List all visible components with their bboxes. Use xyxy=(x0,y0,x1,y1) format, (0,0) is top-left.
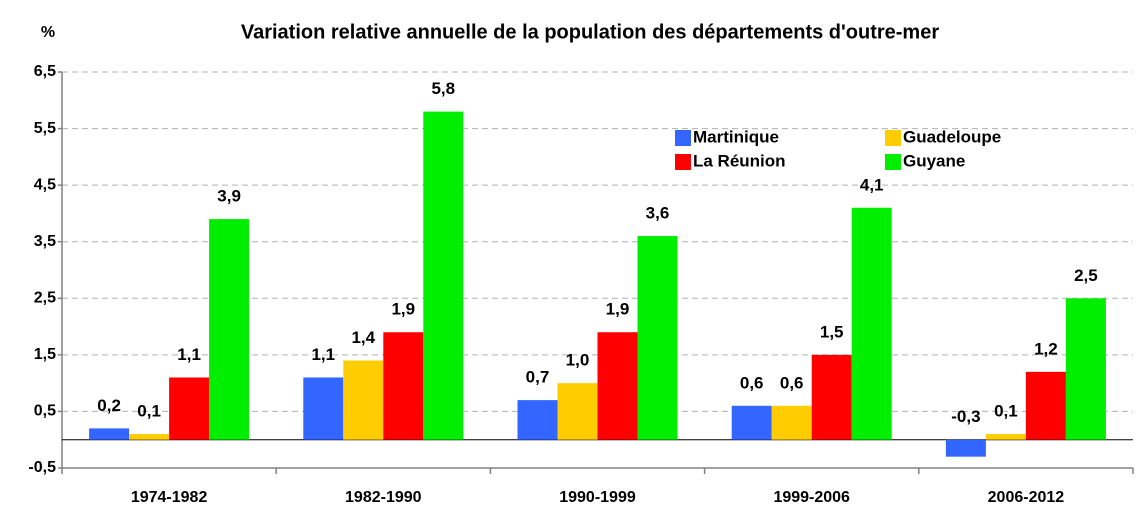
legend-label: Martinique xyxy=(693,127,779,146)
y-axis-label: % xyxy=(41,24,55,41)
legend-swatch xyxy=(675,130,691,146)
bar xyxy=(637,236,678,440)
y-tick-label: 1,5 xyxy=(34,346,56,363)
y-tick-label: 0,5 xyxy=(34,403,56,420)
x-tick-label: 1990-1999 xyxy=(559,489,636,506)
data-label: 2,5 xyxy=(1074,266,1098,285)
x-tick-label: 1982-1990 xyxy=(345,489,422,506)
data-label: 5,8 xyxy=(431,79,455,98)
data-label: 1,1 xyxy=(311,345,335,364)
legend-label: Guyane xyxy=(903,151,965,170)
data-label: 3,6 xyxy=(646,204,670,223)
data-label: -0,3 xyxy=(951,407,980,426)
bar xyxy=(129,434,170,440)
y-tick-label: 3,5 xyxy=(34,233,56,250)
data-label: 3,9 xyxy=(217,187,241,206)
legend-label: La Réunion xyxy=(693,151,786,170)
data-label: 1,2 xyxy=(1034,339,1058,358)
data-label: 0,1 xyxy=(994,402,1018,421)
bar xyxy=(343,360,384,440)
data-label: 1,1 xyxy=(177,345,201,364)
data-label: 0,6 xyxy=(740,373,764,392)
bar xyxy=(557,383,598,440)
bar xyxy=(383,332,424,440)
bar xyxy=(851,207,892,440)
y-tick-label: 6,5 xyxy=(34,63,56,80)
bar xyxy=(169,377,210,440)
chart-title: Variation relative annuelle de la popula… xyxy=(241,21,939,43)
legend-label: Guadeloupe xyxy=(903,127,1001,146)
y-tick-label: 2,5 xyxy=(34,290,56,307)
bar xyxy=(89,428,130,440)
x-tick-label: 1999-2006 xyxy=(773,489,850,506)
data-label: 0,7 xyxy=(526,368,550,387)
y-tick-label: 4,5 xyxy=(34,176,56,193)
bar xyxy=(771,405,812,440)
data-label: 0,6 xyxy=(780,373,804,392)
bar xyxy=(985,434,1026,440)
y-tick-label: 5,5 xyxy=(34,120,56,137)
x-tick-label: 1974-1982 xyxy=(131,489,208,506)
data-label: 1,5 xyxy=(820,322,844,341)
y-tick-label: -0,5 xyxy=(28,459,56,476)
bar xyxy=(517,400,558,440)
data-label: 1,0 xyxy=(566,351,590,370)
data-label: 1,9 xyxy=(606,300,630,319)
legend-swatch xyxy=(885,154,901,170)
bar xyxy=(597,332,638,440)
bar xyxy=(423,111,464,440)
data-label: 0,1 xyxy=(137,402,161,421)
bar xyxy=(731,405,772,440)
legend-swatch xyxy=(675,154,691,170)
bar xyxy=(811,354,852,440)
x-tick-label: 2006-2012 xyxy=(988,489,1065,506)
data-label: 0,2 xyxy=(97,396,121,415)
bar xyxy=(945,439,986,457)
bar xyxy=(209,219,250,440)
bar xyxy=(1065,298,1106,440)
bar xyxy=(303,377,344,440)
legend-swatch xyxy=(885,130,901,146)
data-label: 4,1 xyxy=(860,175,884,194)
data-label: 1,9 xyxy=(391,300,415,319)
bar xyxy=(1025,371,1066,440)
data-label: 1,4 xyxy=(351,328,375,347)
